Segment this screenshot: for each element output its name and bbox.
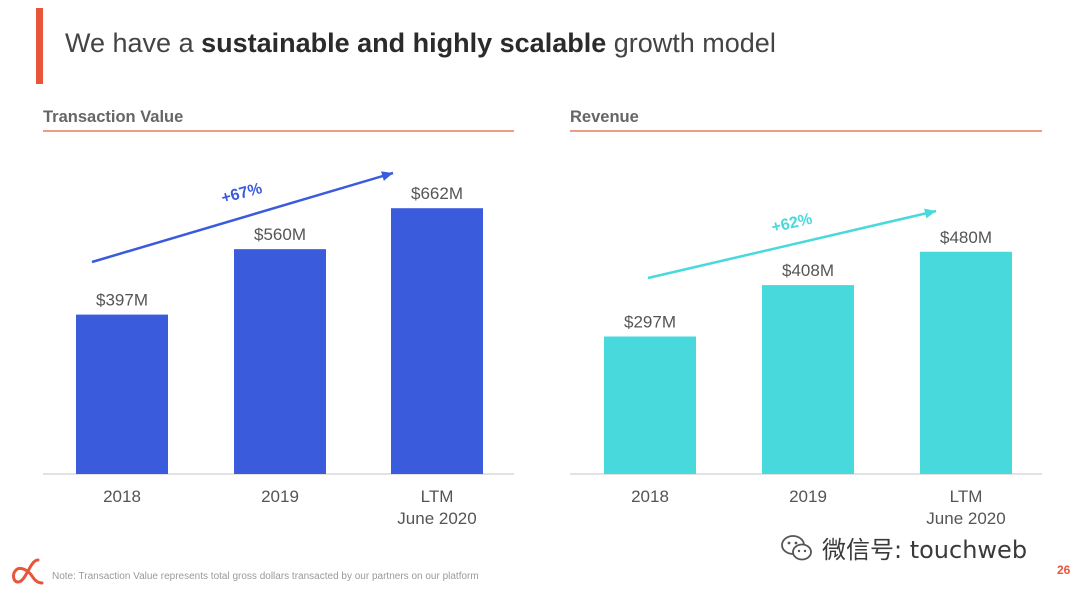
title-bold: sustainable and highly scalable [201, 28, 607, 58]
revenue-title: Revenue [570, 108, 639, 126]
rev-tick-label-1: 2019 [789, 487, 827, 506]
tv-growth-label: +67% [220, 180, 264, 207]
rev-growth-arrow [647, 209, 937, 280]
rev-tick-label-2: LTM [950, 487, 983, 506]
tv-value-label-2: $662M [411, 184, 463, 203]
tv-tick-label-2: LTM [421, 487, 454, 506]
title-prefix: We have a [65, 28, 202, 58]
tv-bar-0 [76, 314, 168, 474]
tv-tick-label-2-line1: June 2020 [397, 509, 476, 528]
tv-growth-arrow [91, 171, 394, 264]
tv-growth-arrowhead [381, 171, 393, 181]
wechat-icon [781, 534, 812, 560]
tv-value-label-0: $397M [96, 291, 148, 310]
rev-bar-1 [762, 285, 854, 474]
rev-tick-label-2-line1: June 2020 [926, 509, 1005, 528]
rev-bar-2 [920, 251, 1012, 474]
tv-bar-2 [391, 208, 483, 474]
watermark-text: 微信号: touchweb [822, 536, 1028, 564]
tv-value-label-1: $560M [254, 225, 306, 244]
tv-tick-label-1: 2019 [261, 487, 299, 506]
rev-growth-arrowhead [924, 208, 936, 219]
accent-bar [36, 8, 43, 84]
footnote: Note: Transaction Value represents total… [52, 571, 479, 582]
tv-bar-1 [234, 249, 326, 474]
rev-value-label-1: $408M [782, 261, 834, 280]
rev-growth-label: +62% [770, 211, 814, 237]
revenue-rule [570, 130, 1042, 132]
transaction-value-rule [43, 130, 514, 132]
transaction-value-title: Transaction Value [43, 108, 184, 126]
page-number: 26 [1057, 563, 1071, 577]
title-suffix: growth model [606, 28, 776, 58]
alpha-logo-icon [12, 558, 44, 585]
rev-tick-label-0: 2018 [631, 487, 669, 506]
rev-value-label-0: $297M [624, 312, 676, 331]
rev-value-label-2: $480M [940, 228, 992, 247]
page-title: We have a sustainable and highly scalabl… [65, 28, 776, 59]
rev-bar-0 [604, 336, 696, 474]
tv-tick-label-0: 2018 [103, 487, 141, 506]
watermark: 微信号: touchweb [780, 530, 1027, 565]
